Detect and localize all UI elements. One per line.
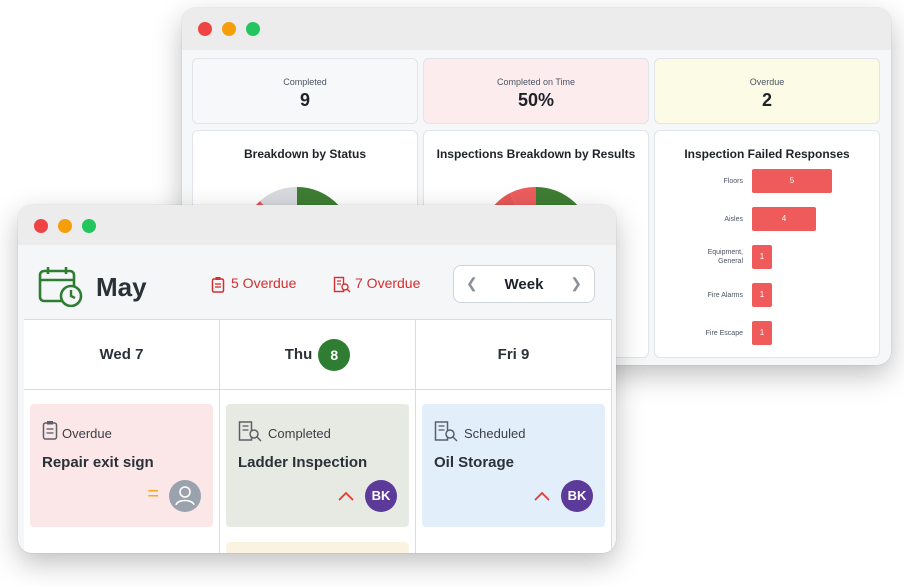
clipboard-icon xyxy=(42,421,58,440)
stat-label: Completed on Time xyxy=(496,77,576,87)
day-column-fri: Fri 9 Scheduled Oil Storage BK xyxy=(416,319,612,553)
minimize-window-button[interactable] xyxy=(58,219,72,233)
day-header[interactable]: Wed 7 xyxy=(24,320,219,390)
minimize-window-button[interactable] xyxy=(222,22,236,36)
bar[interactable]: 1 xyxy=(752,245,772,269)
bar[interactable]: 4 xyxy=(752,207,816,231)
panel-title: Inspection Failed Responses xyxy=(684,147,850,161)
week-navigator: ❮ Week ❯ xyxy=(453,265,595,303)
bar-category-label: Aisles xyxy=(724,216,743,223)
event-card[interactable]: Scheduled Oil Storage BK xyxy=(422,404,605,527)
bar[interactable]: 1 xyxy=(752,283,772,307)
event-status: Completed xyxy=(268,426,331,441)
bar-category-label-line: General xyxy=(718,258,743,265)
calendar-titlebar xyxy=(18,205,616,245)
prev-week-button[interactable]: ❮ xyxy=(466,275,478,291)
high-priority-icon xyxy=(534,491,550,501)
close-window-button[interactable] xyxy=(198,22,212,36)
next-week-button[interactable]: ❯ xyxy=(570,275,582,291)
panel-title: Inspections Breakdown by Results xyxy=(436,147,636,161)
day-label: Thu xyxy=(284,346,313,363)
stat-overdue: Overdue 2 xyxy=(654,58,880,124)
event-card[interactable]: Overdue Repair exit sign = xyxy=(30,404,213,527)
day-column-wed: Wed 7 Overdue Repair exit sign = xyxy=(24,319,220,553)
bar[interactable]: 5 xyxy=(752,169,832,193)
bar-row: Fire Alarms 1 xyxy=(655,283,879,307)
close-window-button[interactable] xyxy=(34,219,48,233)
calendar-window: May 5 Overdue 7 Overdue ❮ Week ❯ xyxy=(18,205,616,553)
assignee-avatar[interactable]: BK xyxy=(365,480,397,512)
bar[interactable]: 1 xyxy=(752,321,772,345)
building-search-icon xyxy=(238,421,262,442)
stat-label: Completed xyxy=(283,77,327,87)
day-column-thu: Thu 8 Completed Ladder Inspection BK xyxy=(220,319,416,553)
bar-category-label: Fire Escape xyxy=(705,330,743,337)
calendar-header: May 5 Overdue 7 Overdue ❮ Week ❯ xyxy=(18,245,616,319)
event-status: Overdue xyxy=(62,426,112,441)
bar-row: Fire Escape 1 xyxy=(655,321,879,345)
event-card[interactable]: Completed Ladder Inspection BK xyxy=(226,404,409,527)
medium-priority-icon: = xyxy=(147,483,159,505)
failed-responses-panel: Inspection Failed Responses Floors 5 Aisle… xyxy=(654,130,880,358)
bar-row: Floors 5 xyxy=(655,169,879,193)
event-card-partial[interactable] xyxy=(226,542,409,553)
building-search-icon xyxy=(333,276,351,293)
overdue-count-label: 5 Overdue xyxy=(231,275,297,291)
overdue-count-label: 7 Overdue xyxy=(355,275,421,291)
unassigned-avatar[interactable] xyxy=(169,480,201,512)
day-header[interactable]: Fri 9 xyxy=(416,320,611,390)
panel-title: Breakdown by Status xyxy=(243,147,367,161)
month-title: May xyxy=(96,272,147,302)
calendar-clock-icon xyxy=(38,267,83,307)
bar-category-label-line: Equipment, xyxy=(707,249,743,256)
day-label: Fri 9 xyxy=(497,346,530,363)
clipboard-icon xyxy=(211,277,225,293)
maximize-window-button[interactable] xyxy=(246,22,260,36)
event-title: Ladder Inspection xyxy=(238,454,368,471)
bar-category-label: Fire Alarms xyxy=(707,292,743,299)
stat-completed-on-time: Completed on Time 50% xyxy=(423,58,649,124)
view-mode-label[interactable]: Week xyxy=(504,276,544,293)
user-icon xyxy=(175,486,195,506)
event-title: Oil Storage xyxy=(434,454,515,471)
stat-value: 50% xyxy=(517,90,555,110)
day-label: Wed 7 xyxy=(99,346,144,363)
day-header[interactable]: Thu 8 xyxy=(220,320,415,390)
bar-category-label: Equipment, General xyxy=(673,248,743,266)
stat-value: 9 xyxy=(299,90,310,110)
stat-completed: Completed 9 xyxy=(192,58,418,124)
high-priority-icon xyxy=(338,491,354,501)
bar-row: Aisles 4 xyxy=(655,207,879,231)
event-title: Repair exit sign xyxy=(42,454,154,471)
dashboard-titlebar xyxy=(182,8,891,50)
event-status: Scheduled xyxy=(464,426,526,441)
stat-label: Overdue xyxy=(749,77,785,87)
stat-value: 2 xyxy=(761,90,772,110)
bar-row: Equipment, General 1 xyxy=(655,245,879,269)
maximize-window-button[interactable] xyxy=(82,219,96,233)
today-badge: 8 xyxy=(318,338,351,371)
building-search-icon xyxy=(434,421,458,442)
assignee-avatar[interactable]: BK xyxy=(561,480,593,512)
bar-category-label: Floors xyxy=(723,178,743,185)
